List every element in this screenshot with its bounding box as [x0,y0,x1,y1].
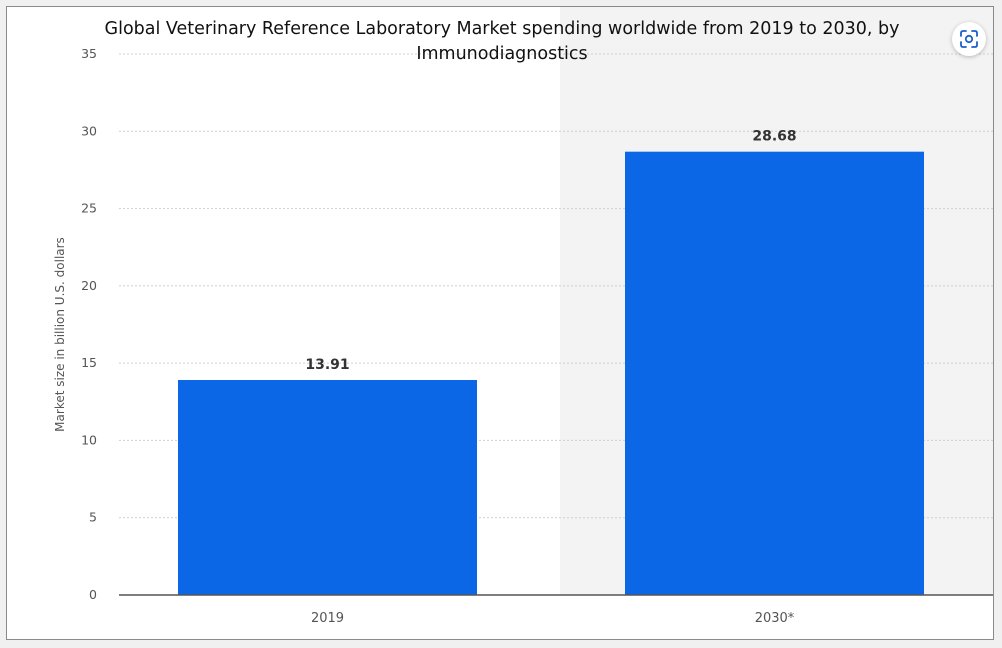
scan-button[interactable] [952,22,986,56]
bar-value-label: 13.91 [305,357,349,373]
y-axis-title: Market size in billion U.S. dollars [53,237,67,432]
y-tick-label: 25 [81,201,97,216]
bar[interactable] [625,151,924,595]
chart: 0 5 10 15 20 25 30 35 13.91 2019 28.68 2030* Market … [53,7,993,626]
y-tick-label: 0 [89,587,97,602]
chart-title: Global Veterinary Reference Laboratory M… [104,19,900,64]
y-tick-label: 30 [81,123,97,138]
y-tick-label: 35 [81,46,97,61]
y-tick-label: 5 [89,510,97,525]
x-tick-label: 2019 [311,611,344,626]
y-tick-label: 20 [81,278,97,293]
chart-frame: 0 5 10 15 20 25 30 35 13.91 2019 28.68 2030* Market … [6,6,994,640]
bar[interactable] [178,379,477,595]
y-tick-label: 10 [81,432,97,447]
bar-value-label: 28.68 [752,129,796,145]
scan-icon [960,30,978,48]
x-tick-label: 2030* [755,611,795,626]
y-tick-label: 15 [81,355,97,370]
